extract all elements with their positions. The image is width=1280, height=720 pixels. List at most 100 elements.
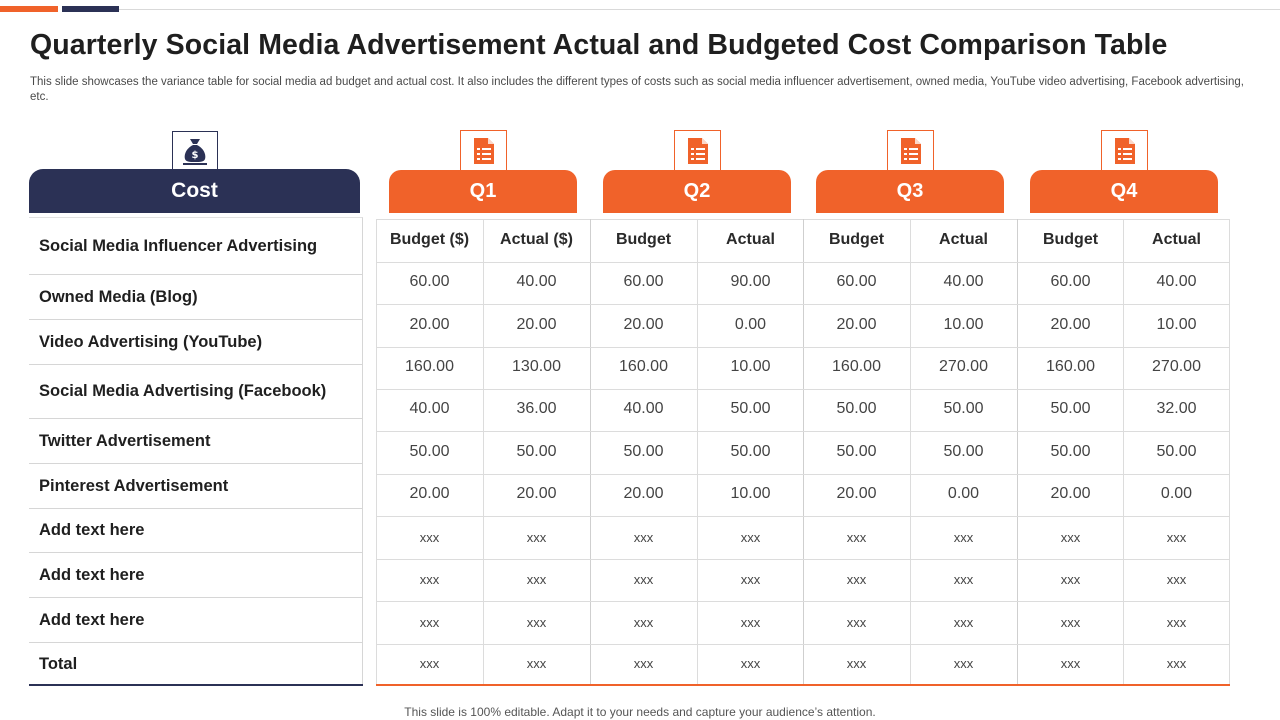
table-cell: xxx — [1166, 656, 1187, 671]
accent-bar-orange — [0, 6, 58, 12]
table-cell: 60.00 — [409, 273, 450, 290]
table-cell: 20.00 — [516, 485, 557, 502]
cost-row-label: Social Media Advertising (Facebook) — [29, 365, 362, 419]
table-cell: xxx — [740, 572, 761, 587]
table-cell: 50.00 — [943, 400, 984, 417]
table-cell: 40.00 — [409, 400, 450, 417]
table-cell: xxx — [846, 572, 867, 587]
table-cell: 160.00 — [1046, 358, 1095, 375]
table-cell: 60.00 — [623, 273, 664, 290]
slide-subtitle: This slide showcases the variance table … — [30, 76, 1244, 103]
column-header: Budget ($) — [389, 231, 470, 248]
table-cell: xxx — [953, 656, 974, 671]
table-cell: 130.00 — [512, 358, 561, 375]
table-cell: 20.00 — [836, 485, 877, 502]
document-list-icon — [900, 138, 921, 164]
table-cell: 50.00 — [836, 443, 877, 460]
table-cell: 160.00 — [405, 358, 454, 375]
table-cell: 270.00 — [1152, 358, 1201, 375]
quarter-header-3: Q3 — [816, 170, 1004, 213]
table-cell: 10.00 — [1156, 316, 1197, 333]
quarter-icon-frame — [1101, 130, 1148, 171]
cost-row-label: Owned Media (Blog) — [29, 275, 362, 320]
quarter-icon-frame — [887, 130, 934, 171]
table-cell: 50.00 — [516, 443, 557, 460]
table-cell: xxx — [953, 615, 974, 630]
cost-row-label: Add text here — [29, 509, 362, 553]
table-row-divider — [376, 601, 1230, 602]
table-cell: xxx — [846, 530, 867, 545]
cost-list: Social Media Influencer Advertising Owne… — [29, 217, 363, 686]
cost-row-label: Twitter Advertisement — [29, 419, 362, 464]
quarter-header-2: Q2 — [603, 170, 791, 213]
table-cell: 50.00 — [943, 443, 984, 460]
table-row-divider — [376, 516, 1230, 517]
table-cell: 36.00 — [516, 400, 557, 417]
accent-bar-navy — [62, 6, 119, 12]
table-cell: 0.00 — [734, 316, 767, 333]
table-cell: xxx — [419, 656, 440, 671]
cost-bottom-rule — [29, 684, 363, 686]
table-column-divider — [590, 219, 591, 684]
table-cell: xxx — [740, 530, 761, 545]
table-cell: 10.00 — [943, 316, 984, 333]
table-cell: xxx — [633, 572, 654, 587]
document-list-icon — [1114, 138, 1135, 164]
slide-footer: This slide is 100% editable. Adapt it to… — [404, 705, 876, 719]
table-column-divider — [483, 219, 484, 684]
table-cell: 50.00 — [1156, 443, 1197, 460]
table-bottom-rule — [376, 684, 1230, 686]
cost-header: Cost — [29, 169, 360, 213]
top-divider — [119, 9, 1280, 10]
cost-row-label: Add text here — [29, 598, 362, 643]
column-header: Actual — [1152, 231, 1201, 248]
table-cell: xxx — [740, 615, 761, 630]
table-cell: 20.00 — [836, 316, 877, 333]
table-column-divider — [1123, 219, 1124, 684]
table-cell: 50.00 — [1050, 443, 1091, 460]
table-cell: xxx — [633, 656, 654, 671]
table-cell: xxx — [526, 656, 547, 671]
table-cell: xxx — [526, 615, 547, 630]
table-cell: xxx — [1166, 615, 1187, 630]
table-row-divider — [376, 431, 1230, 432]
table-cell: xxx — [1060, 572, 1081, 587]
cost-row-label: Social Media Influencer Advertising — [29, 218, 362, 275]
document-list-icon — [473, 138, 494, 164]
table-cell: 50.00 — [623, 443, 664, 460]
table-cell: 20.00 — [623, 316, 664, 333]
table-cell: xxx — [1166, 572, 1187, 587]
table-row-divider — [376, 474, 1230, 475]
table-cell: 50.00 — [730, 400, 771, 417]
slide-title: Quarterly Social Media Advertisement Act… — [30, 29, 1168, 61]
table-cell: xxx — [1166, 530, 1187, 545]
table-cell: xxx — [526, 572, 547, 587]
column-header: Budget — [828, 231, 885, 248]
table-cell: 50.00 — [730, 443, 771, 460]
table-cell: xxx — [740, 656, 761, 671]
table-cell: 50.00 — [836, 400, 877, 417]
table-cell: xxx — [419, 572, 440, 587]
column-header: Budget — [1042, 231, 1099, 248]
table-cell: xxx — [419, 615, 440, 630]
table-cell: 0.00 — [1160, 485, 1193, 502]
table-cell: 20.00 — [409, 485, 450, 502]
table-cell: 40.00 — [943, 273, 984, 290]
column-header: Budget — [615, 231, 672, 248]
table-cell: 32.00 — [1156, 400, 1197, 417]
table-row-divider — [376, 304, 1230, 305]
table-cell: xxx — [1060, 530, 1081, 545]
table-cell: xxx — [846, 656, 867, 671]
table-cell: 270.00 — [939, 358, 988, 375]
quarter-icon-frame — [460, 130, 507, 171]
svg-text:$: $ — [192, 150, 199, 161]
column-header: Actual ($) — [500, 231, 573, 248]
table-cell: 160.00 — [832, 358, 881, 375]
table-cell: xxx — [419, 530, 440, 545]
table-cell: xxx — [1060, 656, 1081, 671]
cost-row-label: Total — [39, 655, 78, 673]
table-row-divider — [376, 559, 1230, 560]
table-cell: xxx — [633, 615, 654, 630]
table-column-divider — [1017, 219, 1018, 684]
table-cell: 40.00 — [1156, 273, 1197, 290]
